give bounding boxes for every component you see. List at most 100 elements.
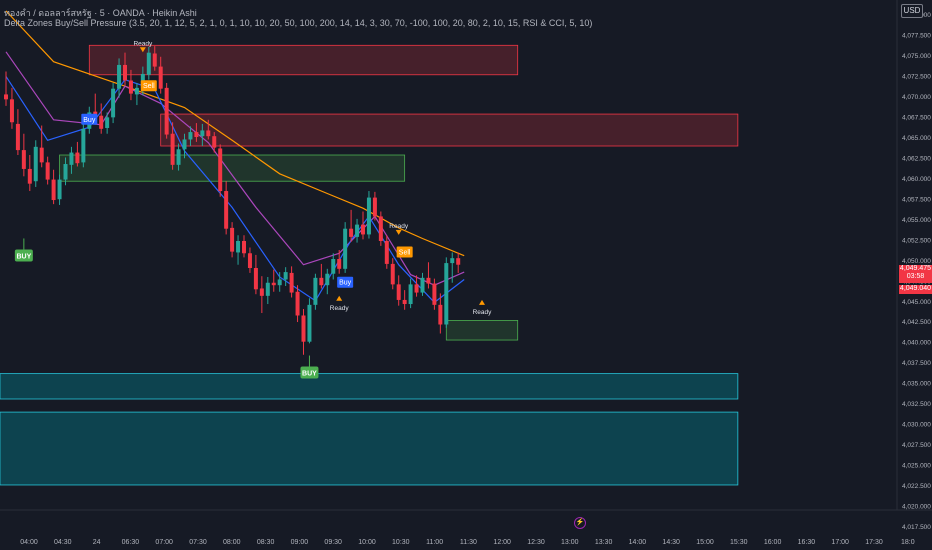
price-axis: 4,080.0004,077.5004,075.0004,072.5004,07…: [902, 12, 931, 531]
signals-layer: BUY Buy Ready Sell BUY Buy Ready Ready Sell Ready: [14, 40, 493, 379]
candle: [247, 253, 252, 268]
price-tick-label: 4,040.000: [902, 340, 931, 347]
sell-signal-badge[interactable]: [396, 246, 413, 258]
candle: [212, 136, 217, 148]
buy-signal-label: BUY: [302, 371, 317, 378]
candle: [105, 117, 110, 128]
time-tick-label: 16:30: [798, 539, 816, 546]
candle: [295, 291, 300, 316]
time-tick-label: 13:30: [595, 539, 613, 546]
candle: [361, 224, 365, 235]
ready-label: Ready: [133, 40, 153, 47]
sell-signal-label: Sell: [143, 83, 155, 90]
buy-signal-badge[interactable]: [14, 249, 33, 262]
candle: [259, 288, 264, 296]
candle: [426, 277, 431, 284]
time-tick-label: 24: [93, 539, 101, 546]
price-tick-label: 4,045.000: [902, 299, 931, 306]
candle: [289, 272, 294, 293]
time-tick-label: 15:00: [696, 539, 714, 546]
candle: [123, 64, 127, 81]
price-tick-label: 4,020.000: [902, 503, 931, 510]
time-tick-label: 09:30: [324, 539, 342, 546]
price-tick-label: 4,057.500: [902, 196, 931, 203]
candles-layer: [4, 46, 461, 355]
ma-line-1: [5, 10, 465, 257]
candle: [93, 111, 98, 116]
candle: [396, 284, 401, 300]
price-tick-label: 4,052.500: [902, 237, 931, 244]
time-tick-label: 17:00: [831, 539, 849, 546]
buy-signal-badge[interactable]: [81, 113, 98, 125]
candle: [158, 66, 163, 89]
candle: [271, 282, 276, 286]
candle: [21, 150, 26, 169]
ready-label: Ready: [473, 309, 493, 316]
candle: [331, 258, 336, 274]
candle: [456, 258, 461, 265]
currency-button[interactable]: USD: [901, 4, 923, 18]
buy-signal-label: Buy: [339, 280, 352, 287]
candle: [27, 168, 32, 184]
price-tick-label: 4,035.000: [902, 381, 931, 388]
ready-label: Ready: [389, 223, 409, 230]
candle: [45, 162, 50, 180]
time-tick-label: 18:0: [901, 539, 915, 546]
time-tick-label: 12:30: [527, 539, 545, 546]
candle: [128, 80, 133, 94]
resistance-zone: [160, 113, 739, 147]
candle: [438, 304, 443, 325]
candle: [170, 133, 175, 165]
candle: [313, 277, 318, 305]
candle: [146, 52, 151, 75]
price-tick-label: 4,075.000: [902, 53, 931, 60]
price-tick-label: 4,065.000: [902, 135, 931, 142]
flash-icon[interactable]: ⚡: [574, 517, 586, 529]
ready-triangle: [395, 229, 402, 235]
price-tick-label: 4,025.000: [902, 463, 931, 470]
candle: [134, 87, 139, 95]
time-tick-label: 09:00: [291, 539, 309, 546]
candle: [200, 130, 205, 137]
candle: [319, 277, 324, 286]
buy-signal-label: BUY: [16, 253, 31, 260]
candle: [206, 130, 211, 137]
candle: [325, 273, 330, 286]
candle: [218, 148, 223, 192]
candle: [188, 132, 193, 140]
ready-triangle: [139, 47, 146, 53]
candle: [378, 216, 383, 241]
candle: [283, 272, 288, 280]
support-zone: [445, 319, 519, 341]
candle: [343, 228, 348, 269]
time-tick-label: 06:30: [122, 539, 140, 546]
price-tick-label: 4,067.500: [902, 115, 931, 122]
price-tick-label: 4,027.500: [902, 442, 931, 449]
candle: [444, 263, 449, 325]
candle: [366, 197, 371, 235]
candle: [224, 191, 229, 229]
candle: [402, 299, 407, 305]
time-tick-label: 11:00: [426, 539, 443, 546]
indicator-legend[interactable]: Delta Zones Buy/Sell Pressure (3.5, 20, …: [4, 18, 593, 28]
candle: [390, 263, 395, 285]
buy-signal-badge[interactable]: [300, 366, 319, 379]
candle: [242, 240, 246, 254]
sell-signal-badge[interactable]: [140, 80, 157, 92]
price-tick-label: 4,042.500: [902, 319, 931, 326]
candle: [408, 284, 413, 305]
ready-triangle: [479, 299, 485, 305]
candle: [301, 315, 306, 342]
candle: [69, 152, 74, 165]
chart-title: ทองคำ / ดอลลาร์สหรัฐ · 5 · OANDA · Heiki…: [4, 8, 197, 18]
price-tick-label: 4,070.000: [902, 94, 931, 101]
candle: [337, 258, 342, 269]
candle: [349, 228, 354, 237]
candle: [51, 179, 56, 201]
last-price: 4,049.475: [899, 265, 932, 272]
bid-price-tag: 4,049.040: [899, 285, 932, 294]
buy-signal-badge[interactable]: [337, 276, 354, 288]
price-tick-label: 4,077.500: [902, 33, 931, 40]
candle: [164, 87, 169, 135]
